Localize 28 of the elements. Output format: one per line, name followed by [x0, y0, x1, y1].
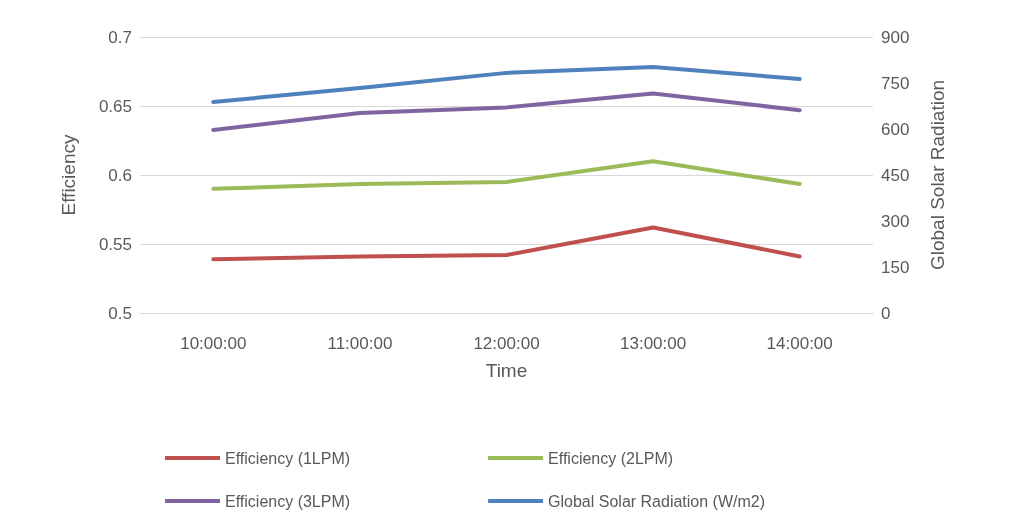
- y-tick-label: 0.5: [108, 303, 132, 323]
- x-tick-label: 14:00:00: [766, 334, 833, 353]
- x-axis-title: Time: [485, 360, 528, 381]
- y-tick-label: 0.6: [108, 165, 132, 185]
- legend-label: Efficiency (3LPM): [225, 492, 351, 510]
- y-tick-label: 0.65: [98, 96, 132, 116]
- y-tick-label: 0.7: [108, 27, 132, 47]
- y2-tick-label: 750: [881, 73, 910, 93]
- y2-tick-label: 600: [881, 119, 910, 139]
- y2-tick-label: 450: [881, 165, 910, 185]
- line-series: [211, 65, 802, 105]
- y-tick-label: 0.55: [98, 234, 132, 254]
- x-tick-label: 13:00:00: [620, 334, 687, 353]
- y-axis-title: Efficiency: [58, 134, 79, 216]
- y2-axis-title: Global Solar Radiation: [927, 79, 948, 271]
- y2-tick-label: 900: [881, 27, 910, 47]
- legend-label: Efficiency (1LPM): [225, 449, 351, 467]
- x-tick-label: 10:00:00: [180, 334, 247, 353]
- line-series: [211, 225, 802, 262]
- x-tick-label: 12:00:00: [473, 334, 540, 353]
- y2-tick-label: 0: [881, 303, 891, 323]
- line-series: [211, 159, 802, 191]
- x-tick-label: 11:00:00: [327, 334, 393, 353]
- line-series: [211, 91, 802, 133]
- legend-label: Global Solar Radiation (W/m2): [548, 492, 766, 510]
- y2-tick-label: 150: [881, 257, 910, 277]
- legend-label: Efficiency (2LPM): [548, 449, 674, 467]
- y2-tick-label: 300: [881, 211, 910, 231]
